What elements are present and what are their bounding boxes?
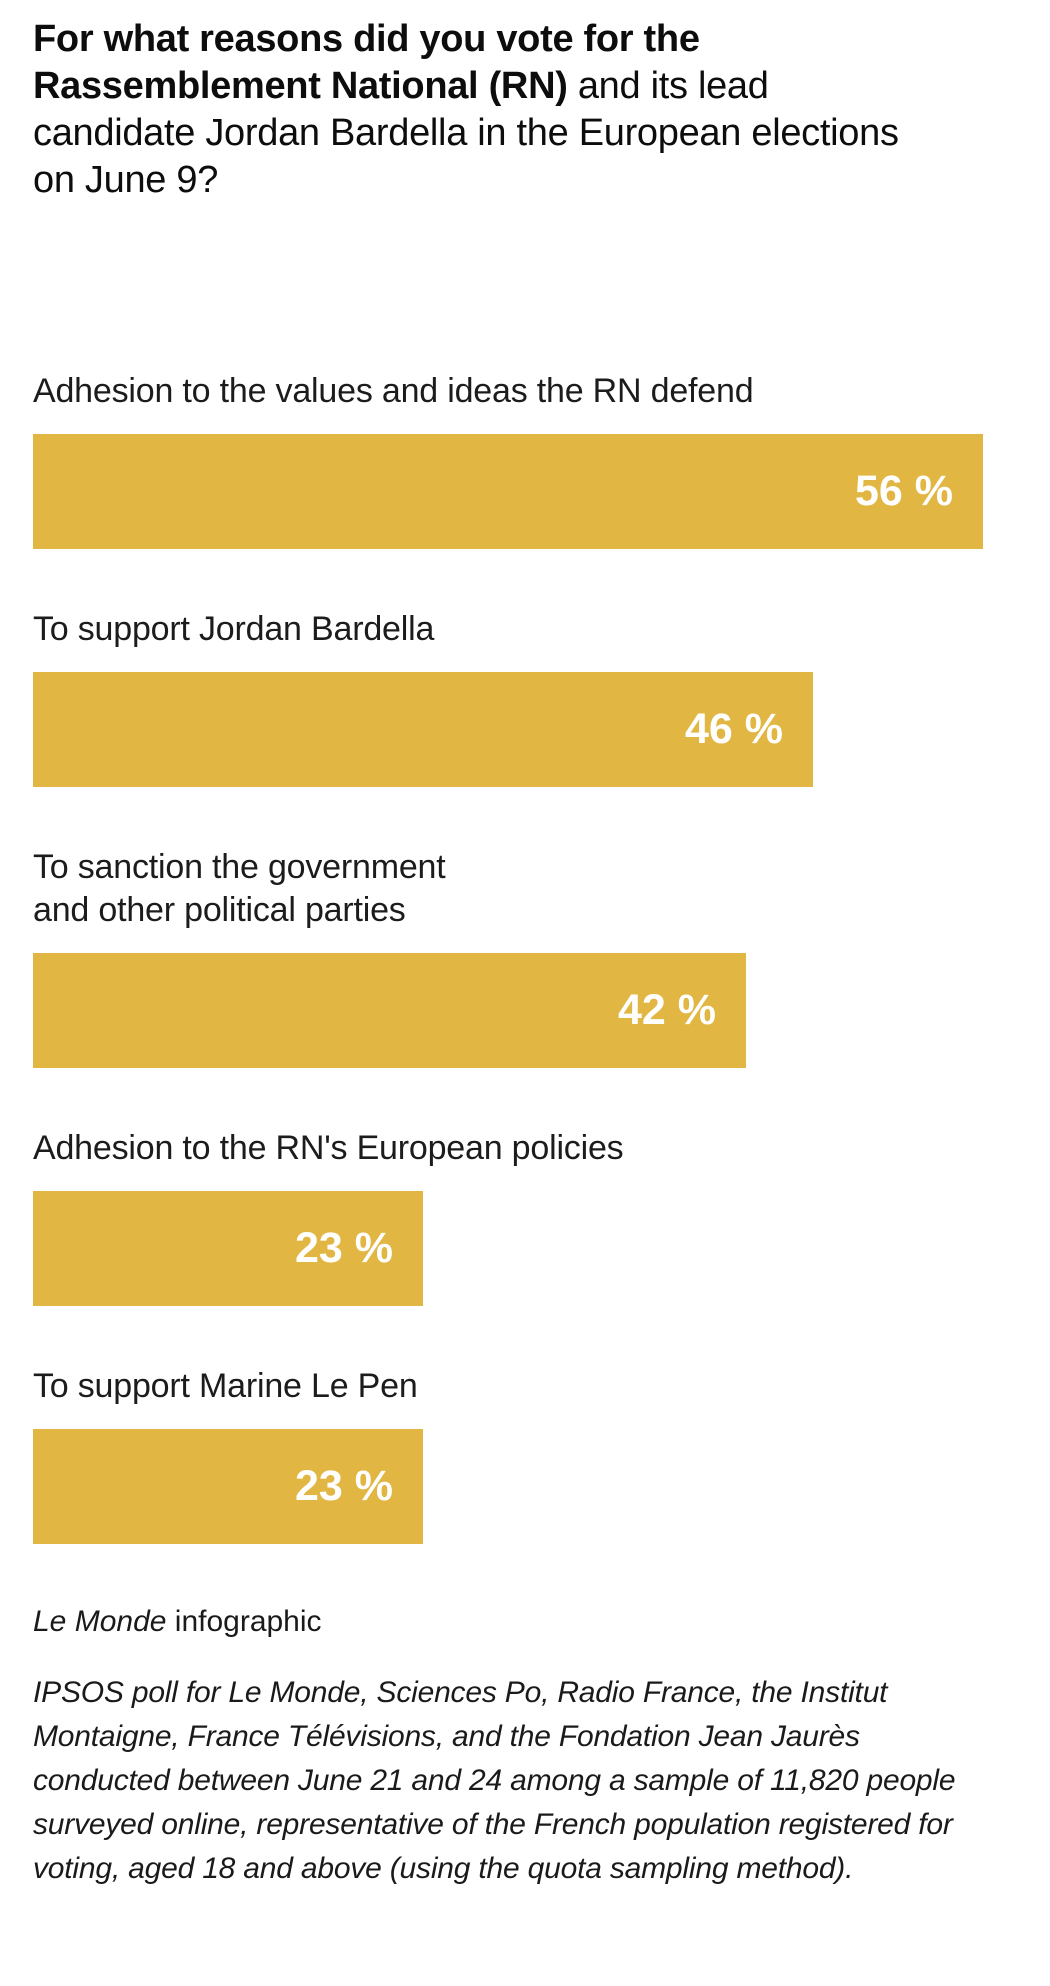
bar: 42 % — [33, 953, 746, 1068]
credit-source: Le Monde — [33, 1605, 167, 1638]
credit-type: infographic — [166, 1605, 322, 1638]
bar-label: Adhesion to the values and ideas the RN … — [33, 372, 754, 410]
bar-row: Adhesion to the values and ideas the RN … — [33, 370, 1017, 549]
bar: 56 % — [33, 434, 983, 549]
bar: 46 % — [33, 672, 813, 787]
bar-value-label: 42 % — [617, 986, 716, 1034]
bar-row: To sanction the government and other pol… — [33, 846, 1017, 1068]
chart-title-regular: and its lead candidate Jordan Bardella i… — [33, 65, 899, 201]
bar-value-label: 46 % — [684, 705, 783, 753]
bar-row: To support Jordan Bardella 46 % — [33, 608, 1017, 787]
bar-chart: Adhesion to the values and ideas the RN … — [33, 370, 1017, 1544]
methodology-note: IPSOS poll for Le Monde, Sciences Po, Ra… — [33, 1676, 956, 1885]
bar-value-label: 56 % — [854, 467, 953, 515]
bar-label: Adhesion to the RN's European policies — [33, 1129, 624, 1167]
bar-row: To support Marine Le Pen 23 % — [33, 1365, 1017, 1544]
chart-title-bold: For what reasons did you vote for the Ra… — [33, 18, 700, 107]
bar-label: To support Marine Le Pen — [33, 1367, 418, 1405]
bar: 23 % — [33, 1191, 423, 1306]
bar-label: To support Jordan Bardella — [33, 610, 435, 648]
bar: 23 % — [33, 1429, 423, 1544]
bar-label: To sanction the government and other pol… — [33, 848, 446, 929]
bar-value-label: 23 % — [294, 1224, 393, 1272]
bar-value-label: 23 % — [294, 1462, 393, 1510]
credit-line: Le Monde infographic — [33, 1603, 1017, 1641]
chart-title: For what reasons did you vote for the Ra… — [33, 16, 918, 204]
bar-row: Adhesion to the RN's European policies 2… — [33, 1127, 1017, 1306]
